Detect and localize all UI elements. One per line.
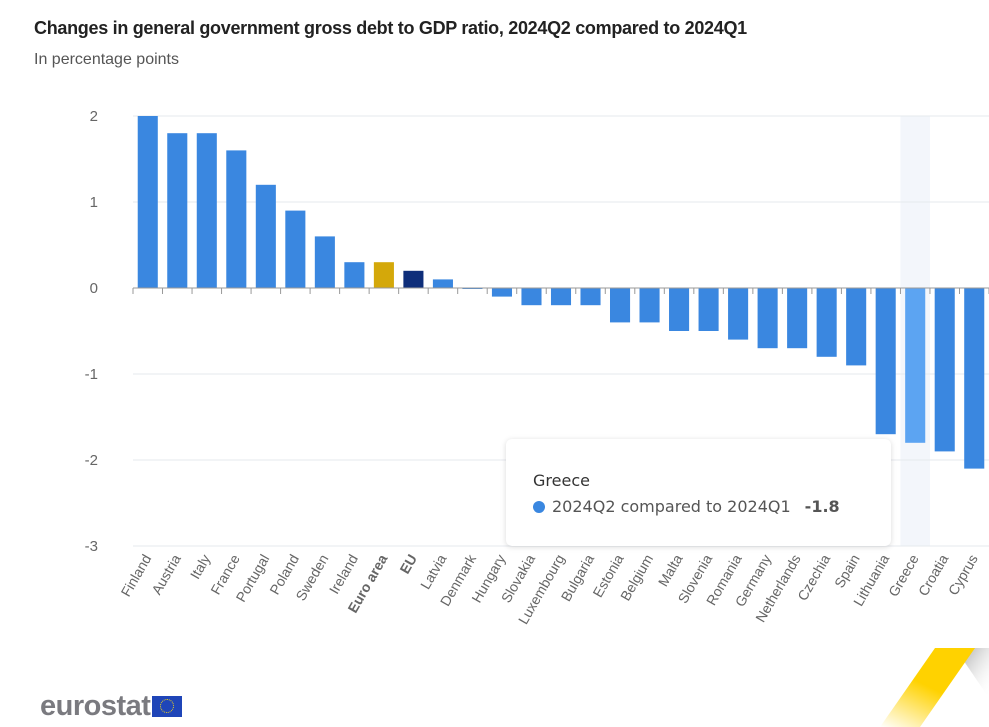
bar	[550, 288, 572, 306]
chart-subtitle: In percentage points	[34, 51, 179, 68]
x-tick-label: EU	[396, 552, 420, 577]
bar	[196, 133, 217, 288]
logo-text: eurostat	[40, 690, 151, 722]
tooltip-category: Greece	[533, 471, 590, 490]
x-tick-label: Cyprus	[945, 552, 981, 598]
eu-flag-icon	[152, 696, 183, 717]
y-tick-label: 0	[90, 280, 98, 297]
bar	[639, 288, 660, 323]
bar	[521, 288, 542, 306]
y-tick-label: -3	[85, 538, 98, 555]
bar	[255, 184, 276, 288]
bar	[787, 288, 808, 349]
bar	[934, 288, 955, 452]
bar	[314, 236, 335, 288]
y-tick-label: -2	[85, 452, 98, 469]
y-tick-label: -1	[85, 366, 98, 383]
bar	[728, 288, 749, 340]
bar	[373, 262, 394, 288]
bar	[609, 288, 631, 323]
bar	[757, 288, 778, 349]
x-tick-label: Italy	[187, 552, 214, 582]
x-tick-label: Finland	[118, 552, 155, 600]
bar	[137, 116, 158, 288]
chart-title: Changes in general government gross debt…	[34, 18, 747, 38]
x-tick-label: Spain	[831, 552, 863, 591]
y-tick-label: 2	[90, 108, 98, 125]
bar	[226, 150, 247, 288]
y-tick-label: 1	[90, 194, 98, 211]
bar	[875, 288, 896, 435]
bar	[816, 288, 837, 357]
tooltip-row: 2024Q2 compared to 2024Q1 -1.8	[533, 497, 840, 516]
bar	[905, 288, 926, 443]
series-dot-icon	[533, 500, 545, 513]
bar	[580, 288, 601, 306]
chart-tooltip: Greece 2024Q2 compared to 2024Q1 -1.8	[506, 439, 891, 546]
bar	[846, 288, 867, 366]
x-tick-label: Malta	[655, 551, 686, 589]
decorative-chevron-icon	[880, 648, 989, 727]
eurostat-logo: eurostat	[40, 690, 183, 723]
x-tick-label: Austria	[148, 551, 184, 597]
bar	[491, 288, 513, 297]
bar	[167, 133, 188, 288]
tooltip-value: -1.8	[804, 497, 840, 516]
bar	[285, 210, 306, 288]
bar	[344, 262, 365, 288]
bar	[669, 288, 690, 331]
tooltip-series-label: 2024Q2 compared to 2024Q1	[552, 497, 791, 516]
bar	[403, 270, 424, 288]
bar	[964, 288, 985, 469]
bar	[698, 288, 719, 331]
bar	[432, 279, 453, 288]
